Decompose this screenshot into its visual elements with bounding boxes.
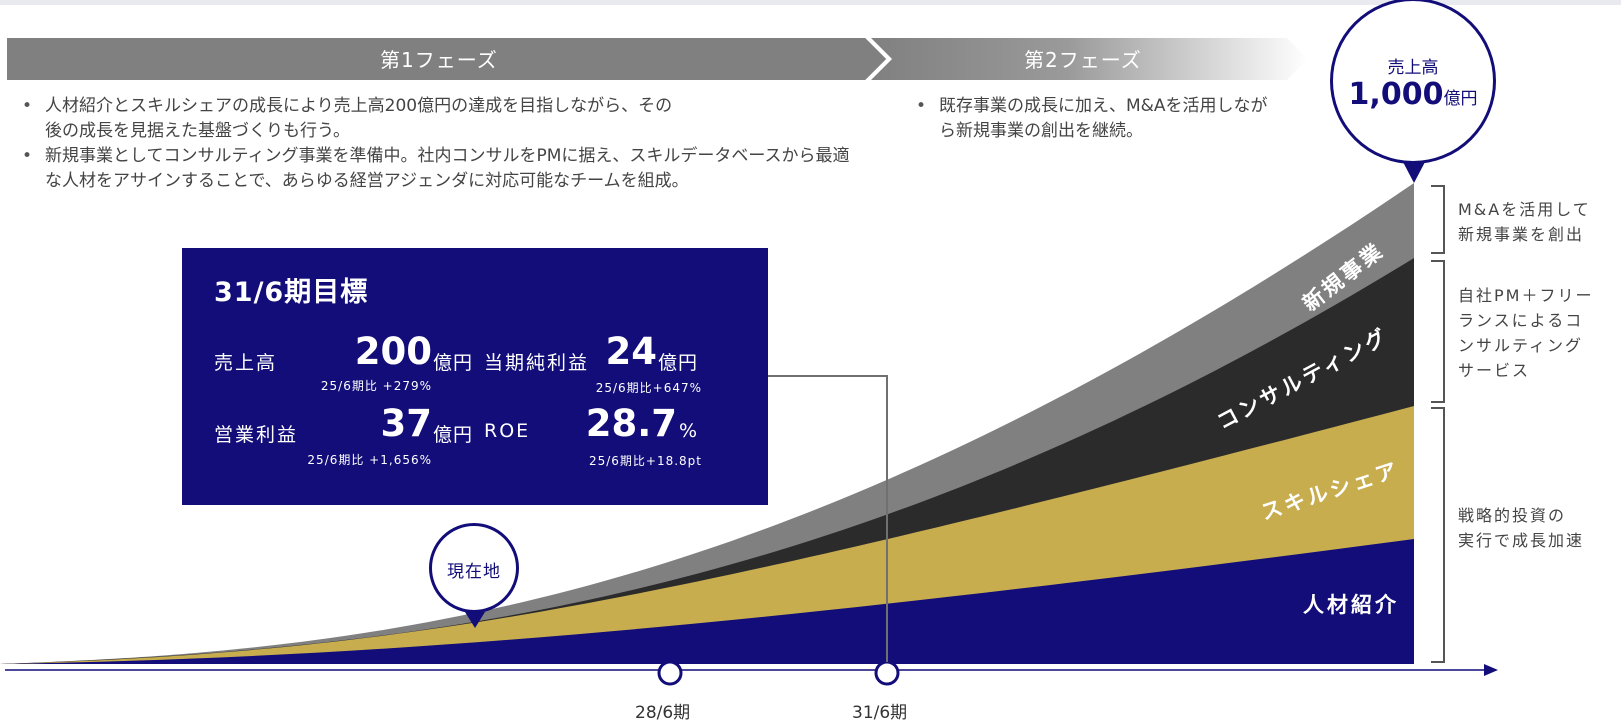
metric-compare: 25/6期比 +1,656% [307,453,432,467]
axis-arrowhead [1484,664,1498,676]
metric-value: 28.7 [585,402,677,445]
target-title: 31/6期目標 [214,277,369,308]
period-label-28: 28/6期 [635,703,691,723]
phase1-bullets: 人材紹介とスキルシェアの成長により売上高200億円の達成を目指しながら、その後の… [8,94,860,194]
goal-bubble: 売上高 1,000億円 [1330,0,1496,164]
bracket-consulting [1431,260,1445,403]
phase2-bullets: 既存事業の成長に加え、M&Aを活用しながら新規事業の創出を継続。 [902,94,1272,144]
target-box: 31/6期目標 売上高 200 億円 25/6期比 +279% 当期純利益 24… [182,248,768,505]
period-marker-28 [657,660,683,686]
segment-label-recruitment: 人材紹介 [1303,593,1399,617]
current-position-bubble: 現在地 [429,523,519,613]
phase1-bullet: 新規事業としてコンサルティング事業を準備中。社内コンサルをPMに据え、スキルデー… [8,144,860,194]
metric-unit: 億円 [433,352,474,374]
goal-unit: 億円 [1443,89,1478,109]
metric-unit: % [679,420,699,442]
metric-label: 売上高 [214,352,278,374]
target-connector [768,375,888,662]
side-note-growth: 戦略的投資の 実行で成長加速 [1458,506,1585,550]
bracket-new-business [1431,185,1445,254]
metric-compare: 25/6期比+18.8pt [588,454,702,468]
phase1-bullet: 人材紹介とスキルシェアの成長により売上高200億円の達成を目指しながら、その後の… [8,94,685,144]
side-note-new-business: M&Aを活用して 新規事業を創出 [1458,200,1591,244]
phase2-label: 第2フェーズ [1024,48,1142,72]
now-pointer [465,612,485,628]
metric-compare: 25/6期比 +279% [320,379,432,393]
segment-recruitment [0,539,1414,664]
goal-value: 1,000 [1348,77,1444,112]
goal-pointer [1403,162,1425,183]
metric-compare: 25/6期比+647% [595,381,702,395]
phase2-bullet: 既存事業の成長に加え、M&Aを活用しながら新規事業の創出を継続。 [902,94,1272,144]
metric-value: 24 [605,330,658,373]
bracket-growth [1431,407,1445,663]
period-marker-31 [874,660,900,686]
goal-label: 売上高 [1387,58,1439,78]
metric-unit: 億円 [658,352,699,374]
metric-value: 37 [380,402,433,445]
goal-amount: 1,000億円 [1333,77,1493,112]
period-label-31: 31/6期 [852,703,908,723]
top-band [0,0,1621,5]
metric-label: 営業利益 [214,424,299,446]
metric-label: ROE [484,420,531,442]
metric-unit: 億円 [433,424,474,446]
metric-label: 当期純利益 [484,352,590,374]
current-position-label: 現在地 [447,562,501,582]
phase1-label: 第1フェーズ [380,48,498,72]
metric-value: 200 [354,330,432,373]
side-note-consulting: 自社PM＋フリー ランスによるコ ンサルティング サービス [1458,286,1594,380]
